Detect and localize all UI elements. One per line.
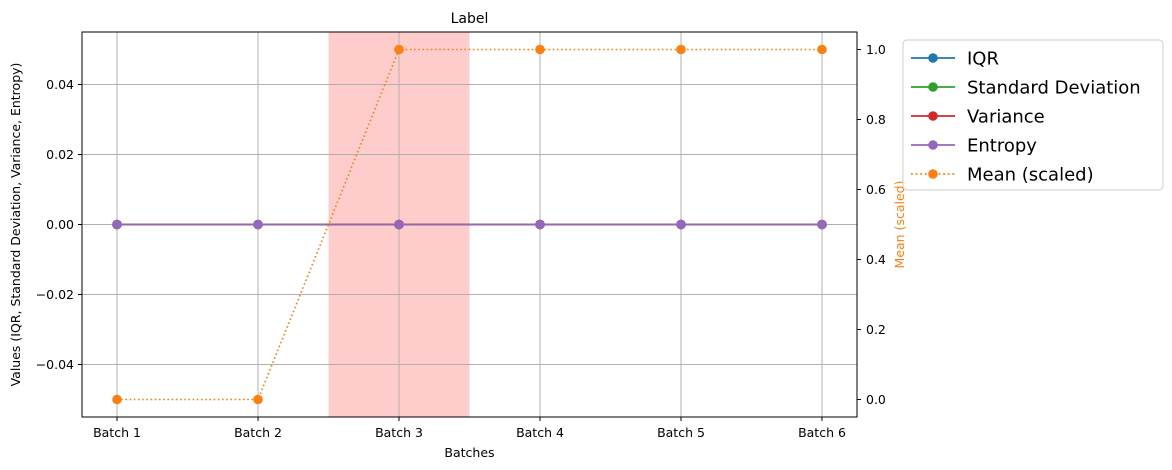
legend-box: [902, 39, 1164, 191]
legend-label-1: Standard Deviation: [967, 78, 1141, 99]
legend: IQR Standard Deviation Variance Entropy Mean…: [902, 39, 1164, 191]
chart-title: Label: [451, 11, 489, 27]
x-tick-label: Batch 3: [375, 425, 423, 440]
legend-marker-1: [928, 82, 938, 92]
legend-marker-3: [928, 140, 938, 150]
legend-marker-0: [928, 53, 938, 63]
y-right-tick-label: 0.0: [866, 392, 886, 407]
y-tick-label: −0.04: [36, 357, 74, 372]
x-tick-label: Batch 2: [234, 425, 282, 440]
y-right-tick-label: 0.2: [866, 322, 886, 337]
y-tick-label: 0.02: [46, 147, 74, 162]
legend-marker-2: [928, 111, 938, 121]
series-point-3: [535, 219, 545, 230]
series-point-4: [676, 44, 686, 55]
series-point-4: [253, 394, 263, 405]
y-axis-title: Values (IQR, Standard Deviation, Varianc…: [8, 63, 23, 387]
series-point-3: [112, 219, 122, 230]
x-axis-title: Batches: [444, 445, 494, 460]
legend-label-2: Variance: [967, 107, 1045, 128]
series-point-4: [394, 44, 404, 55]
x-tick-label: Batch 1: [93, 425, 141, 440]
series-point-3: [676, 219, 686, 230]
x-tick-label: Batch 6: [798, 425, 846, 440]
series-line-4: [117, 48, 822, 401]
y-right-tick-label: 0.4: [866, 252, 886, 267]
series-point-4: [535, 44, 545, 55]
series-point-3: [394, 219, 404, 230]
x-tick-label: Batch 4: [516, 425, 564, 440]
series-point-3: [253, 219, 263, 230]
legend-label-0: IQR: [967, 49, 999, 70]
x-tick-label: Batch 5: [657, 425, 705, 440]
series-point-3: [817, 219, 827, 230]
y-tick-label: −0.02: [36, 287, 74, 302]
y-axis-right-title: Mean (scaled): [892, 181, 907, 269]
series-point-4: [112, 394, 122, 405]
y-tick-label: 0.00: [46, 217, 74, 232]
legend-label-4: Mean (scaled): [967, 165, 1094, 186]
series-point-4: [817, 44, 827, 55]
y-tick-label: 0.04: [46, 77, 74, 92]
legend-marker-4: [928, 169, 938, 179]
y-right-tick-label: 0.8: [866, 112, 886, 127]
legend-label-3: Entropy: [967, 136, 1037, 157]
y-right-tick-label: 0.6: [866, 182, 886, 197]
y-right-tick-label: 1.0: [866, 42, 886, 57]
